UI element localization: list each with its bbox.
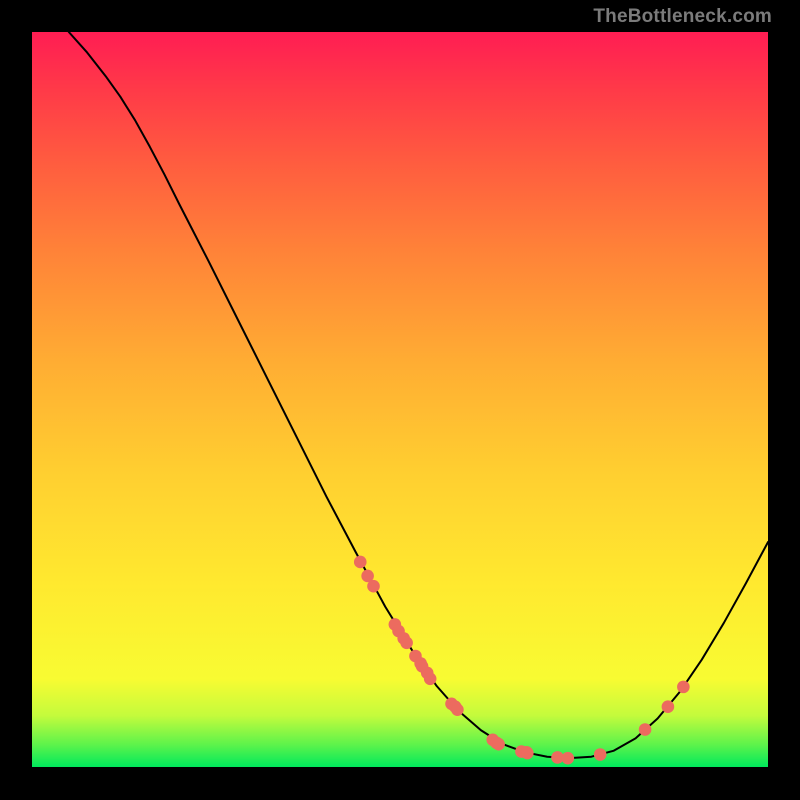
sample-marker xyxy=(400,636,413,649)
sample-marker xyxy=(562,752,575,765)
sample-markers xyxy=(32,32,768,767)
sample-marker xyxy=(424,673,437,686)
sample-marker xyxy=(451,703,464,716)
plot-area xyxy=(32,32,768,767)
sample-marker xyxy=(354,556,367,569)
sample-marker xyxy=(639,723,652,736)
sample-marker xyxy=(367,580,380,593)
watermark-text: TheBottleneck.com xyxy=(593,6,772,28)
sample-marker xyxy=(594,748,607,761)
sample-marker xyxy=(492,738,505,751)
sample-marker xyxy=(521,747,534,760)
chart-root: TheBottleneck.com xyxy=(0,0,800,800)
sample-marker xyxy=(677,681,690,694)
sample-marker xyxy=(662,700,675,713)
